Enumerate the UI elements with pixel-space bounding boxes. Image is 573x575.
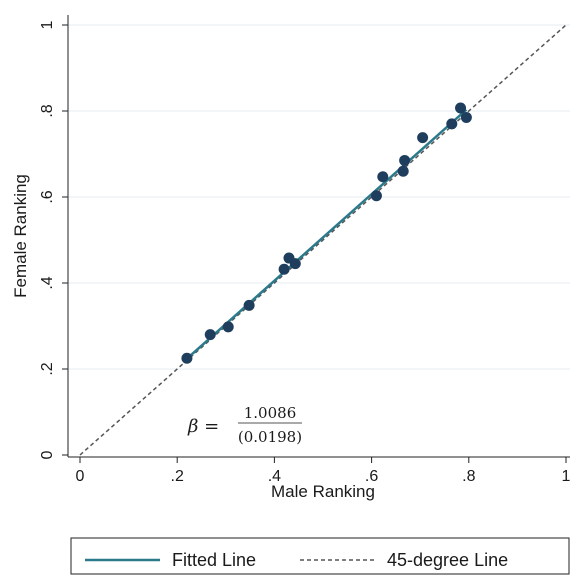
y-tick-label-4: .8 [39, 104, 56, 117]
x-tick-label-1: .2 [171, 468, 184, 485]
x-tick-label-0: 0 [76, 468, 85, 485]
fitted-line [186, 108, 468, 360]
lines [79, 24, 567, 456]
data-point-12 [446, 118, 458, 130]
beta-std-error: (0.0198) [238, 428, 302, 446]
data-point-8 [377, 171, 389, 183]
data-point-6 [289, 258, 301, 270]
data-point-3 [243, 299, 255, 311]
data-point-9 [397, 165, 409, 177]
data-point-7 [370, 190, 382, 202]
y-tick-label-5: 1 [39, 20, 56, 29]
reference-line-45-degree [79, 24, 567, 456]
x-ticks: 0 .2 .4 .6 .8 1 [76, 457, 571, 485]
legend-fitted-label: Fitted Line [172, 550, 256, 570]
data-point-11 [417, 132, 429, 144]
y-tick-label-1: .2 [39, 362, 56, 375]
legend-reference-label: 45-degree Line [387, 550, 508, 570]
beta-annotation: β = 1.0086 (0.0198) [187, 404, 302, 446]
y-axis-title: Female Ranking [11, 174, 30, 298]
x-axis-title: Male Ranking [271, 482, 375, 501]
x-tick-label-5: 1 [562, 468, 571, 485]
data-point-0 [181, 352, 193, 364]
y-tick-label-0: 0 [39, 450, 56, 459]
data-point-13 [455, 102, 467, 114]
data-point-1 [204, 329, 216, 341]
y-tick-label-3: .6 [39, 190, 56, 203]
scatter-points [181, 102, 472, 364]
legend: Fitted Line 45-degree Line [70, 537, 570, 575]
data-point-2 [222, 321, 234, 333]
x-tick-label-4: .8 [462, 468, 475, 485]
x-tick-label-2: .4 [268, 468, 281, 485]
legend-box [70, 537, 570, 575]
data-point-10 [399, 154, 411, 166]
beta-symbol: β = [187, 416, 219, 437]
data-point-14 [460, 111, 472, 123]
y-ticks: 0 .2 .4 .6 .8 1 [39, 20, 68, 459]
gridlines [69, 24, 570, 370]
x-tick-label-3: .6 [365, 468, 378, 485]
data-point-4 [278, 263, 290, 275]
beta-coefficient: 1.0086 [244, 404, 297, 422]
axes [67, 15, 570, 458]
y-tick-label-2: .4 [39, 276, 56, 289]
